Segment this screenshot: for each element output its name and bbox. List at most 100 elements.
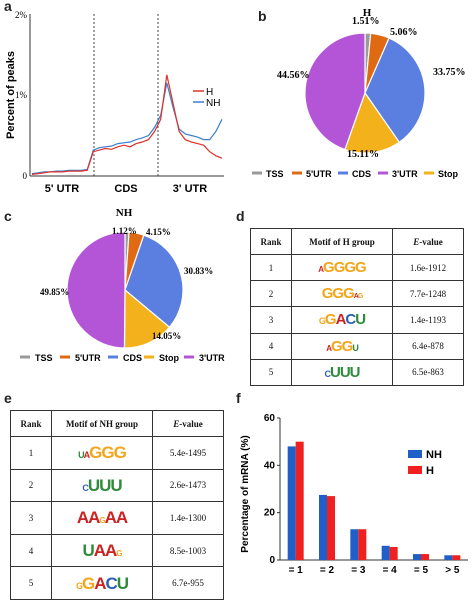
chart-b-legend-cds: CDS — [352, 169, 371, 179]
table-e-header-row: Rank Motif of NH group E-value — [10, 410, 224, 437]
table-d-header-rank: Rank — [250, 228, 292, 255]
chart-f-ytick-0: 0 — [269, 555, 275, 566]
motif-logo: GGACU — [318, 311, 366, 329]
chart-f-ytick-2: 40 — [264, 460, 276, 471]
chart-f-ytick-3: 60 — [264, 413, 276, 424]
chart-f-xtick-3: = 4 — [383, 565, 398, 576]
chart-f-xtick-0: = 1 — [289, 565, 304, 576]
chart-f-xtick-5: > 5 — [445, 565, 460, 576]
panel-label-c: c — [4, 208, 12, 224]
chart-c-legend-stop: Stop — [159, 353, 179, 363]
chart-f-xticks: = 1 = 2 = 3 = 4 = 5 > 5 — [289, 565, 460, 576]
chart-b-label-stop: 15.11% — [347, 149, 379, 160]
motif-logo: CUUU — [324, 363, 361, 381]
table-d-evalue: 6.4e-878 — [392, 332, 464, 360]
table-d-rank: 4 — [250, 332, 292, 360]
table-row: 4 UAAG 8.5e-1003 — [10, 533, 224, 568]
table-d-motif-logo: CUUU — [291, 358, 393, 387]
table-e-motif-logo: UAGGG — [51, 436, 153, 470]
table-d-rank: 2 — [250, 280, 292, 308]
chart-f-bar-nh-0 — [287, 446, 296, 560]
table-row: 1 AGGGG 1.6e-1912 — [250, 253, 464, 282]
chart-f-xtick-4: = 5 — [414, 565, 429, 576]
table-e-header-evalue-rest: -value — [179, 418, 203, 429]
motif-logo: AAGAA — [76, 508, 128, 528]
chart-f-bar-h-3 — [389, 546, 398, 560]
chart-c-slices — [66, 231, 184, 349]
table-row: 5 CUUU 6.5e-863 — [250, 358, 464, 387]
table-e-rank: 4 — [10, 533, 52, 568]
chart-b-label-cds: 33.75% — [433, 67, 466, 78]
chart-a-region-5utr: 5' UTR — [45, 183, 79, 195]
table-row: 1 UAGGG 5.4e-1495 — [10, 436, 224, 470]
chart-b-legend-5utr: 5'UTR — [306, 169, 332, 179]
chart-f-bar-h-5 — [452, 555, 461, 560]
chart-c-title: NH — [116, 207, 133, 219]
chart-a-ytick-1: 1% — [15, 90, 28, 100]
table-d-evalue: 1.6e-1912 — [392, 253, 464, 282]
chart-b-pie: H 1.51% 5.06% 33.75% 15.11% 44.56% TSS 5… — [252, 7, 466, 179]
chart-c-legend: TSS 5'UTR CDS Stop 3'UTR — [20, 353, 225, 363]
chart-f-legend-nh-swatch — [408, 450, 422, 458]
panel-label-f: f — [236, 390, 241, 406]
chart-f-bar-nh-3 — [381, 545, 390, 560]
motif-logo: AGGU — [326, 337, 359, 355]
table-d-motif-logo: GGGAG — [291, 280, 393, 308]
chart-c-label-cds: 30.83% — [184, 266, 213, 276]
chart-f-yticks: 0 20 40 60 — [264, 413, 280, 566]
table-d-evalue: 1.4e-1193 — [392, 306, 464, 334]
table-d-motif-logo: GGACU — [291, 306, 393, 334]
chart-a-series-h-line — [31, 74, 223, 175]
motif-logo: CUUU — [82, 475, 122, 495]
chart-f-bar-nh-4 — [413, 554, 421, 560]
table-e-evalue: 5.4e-1495 — [152, 436, 224, 470]
chart-b-label-tss: 1.51% — [352, 16, 380, 27]
table-d-header-evalue-e: E — [413, 236, 420, 247]
table-e-evalue: 2.6e-1473 — [152, 468, 224, 503]
table-d-motifs-h: Rank Motif of H group E-value 1 AGGGG 1.… — [250, 228, 464, 387]
table-d-header-motif: Motif of H group — [291, 228, 393, 255]
table-e-motif-logo: CUUU — [51, 468, 153, 503]
chart-a-legend-nh-label: NH — [206, 98, 220, 109]
chart-b-legend: TSS 5'UTR CDS 3'UTR Stop — [252, 169, 458, 179]
chart-f-bar-nh-1 — [319, 494, 327, 560]
chart-b-title: H — [363, 7, 372, 19]
chart-f-bar-h-0 — [295, 441, 304, 560]
chart-c-label-3utr: 49.85% — [40, 287, 69, 297]
table-d-header-evalue-rest: -value — [419, 236, 443, 247]
chart-c-slice-4 — [66, 231, 126, 349]
chart-f-bar-h-2 — [358, 529, 367, 560]
chart-c-legend-5utr: 5'UTR — [75, 353, 101, 363]
chart-c-legend-cds: CDS — [123, 353, 142, 363]
chart-b-slice-2 — [364, 37, 426, 144]
chart-c-label-stop: 14.05% — [152, 331, 181, 341]
table-d-rank: 1 — [250, 253, 292, 282]
chart-b-legend-tss: TSS — [266, 169, 284, 179]
chart-f-legend-nh: NH — [426, 449, 442, 461]
table-row: 3 GGACU 1.4e-1193 — [250, 306, 464, 334]
chart-a-ytick-0: 0 — [23, 171, 28, 181]
panel-label-e: e — [4, 390, 12, 406]
chart-f-bars — [287, 441, 461, 560]
chart-c-slice-2 — [124, 234, 184, 329]
chart-b-slice-4 — [304, 32, 366, 151]
chart-f-bar-nh-5 — [444, 555, 453, 560]
chart-a-region-3utr: 3' UTR — [173, 183, 207, 195]
table-e-motif-logo: UAAG — [51, 533, 153, 568]
table-row: 5 GGACU 6.7e-955 — [10, 566, 224, 600]
table-e-header-motif: Motif of NH group — [51, 410, 153, 437]
chart-c-slice-3 — [123, 288, 171, 349]
table-row: 3 AAGAA 1.4e-1300 — [10, 501, 224, 535]
table-d-motif-logo: AGGGG — [291, 253, 393, 282]
chart-a-ytick-2: 2% — [15, 10, 28, 20]
chart-a-ylabel: Percent of peaks — [5, 51, 17, 139]
chart-a-legend-h-label: H — [206, 87, 213, 98]
chart-c-label-tss: 1.12% — [112, 226, 137, 236]
table-e-evalue: 6.7e-955 — [152, 566, 224, 600]
chart-f-legend-h: H — [426, 465, 434, 477]
table-e-motifs-nh: Rank Motif of NH group E-value 1 UAGGG 5… — [10, 410, 224, 600]
chart-a-line: Percent of peaks 0 1% 2% 5' UTR CDS 3' U… — [5, 10, 224, 195]
table-d-rank: 3 — [250, 306, 292, 334]
chart-f-xtick-2: = 3 — [351, 565, 366, 576]
table-e-motif-logo: GGACU — [51, 566, 153, 600]
